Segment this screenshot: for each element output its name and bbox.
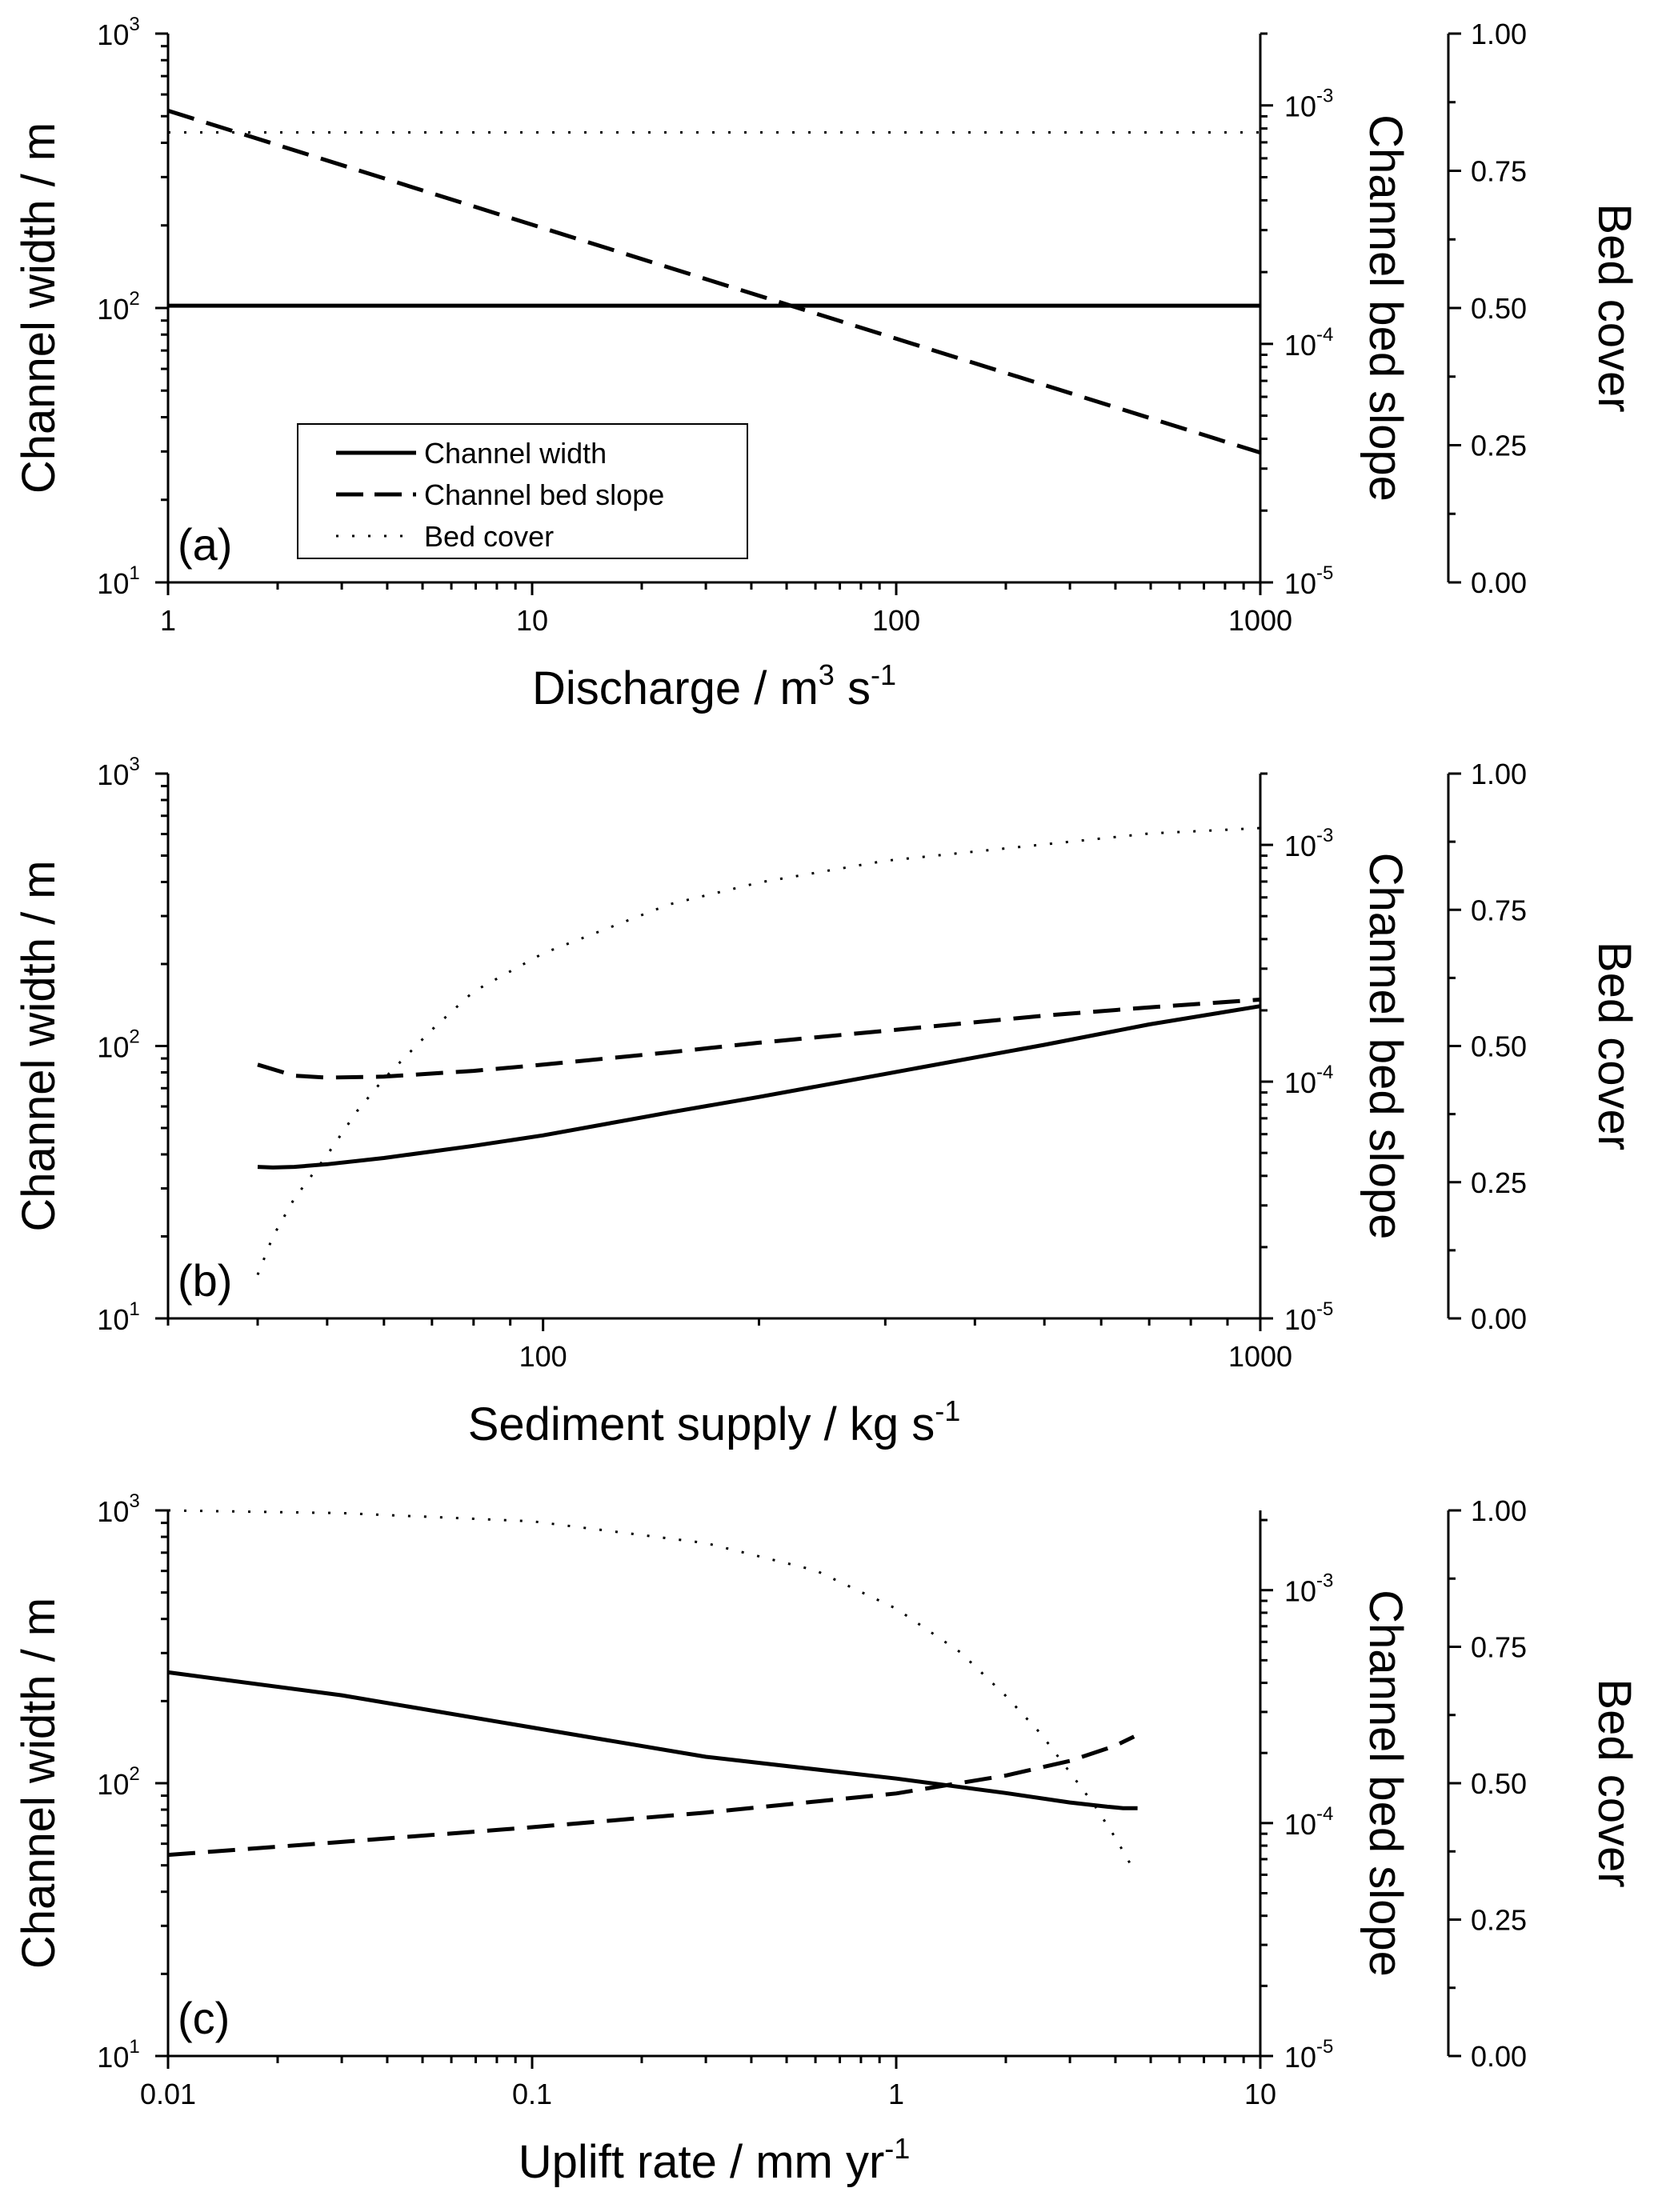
y-right-tick-label: 1.00 xyxy=(1471,758,1527,790)
y-mid-tick-label: 10-5 xyxy=(1284,562,1333,600)
y-mid-tick-label: 10-5 xyxy=(1284,1298,1333,1336)
panel-b: 100 1000 101 102 103 10-5 10-4 10-3 0.00 0.25 0.50… xyxy=(13,754,1640,1450)
y-right-tick-label: 0.50 xyxy=(1471,1767,1527,1800)
y-middle-axis-title: Channel bed slope xyxy=(1360,1590,1412,1977)
y-left-tick-label: 102 xyxy=(97,288,139,326)
y-right-tick-label: 0.25 xyxy=(1471,1166,1527,1199)
y-left-tick-label: 101 xyxy=(97,2036,139,2074)
series-channel-width xyxy=(257,1004,1261,1170)
y-middle-axis-title: Channel bed slope xyxy=(1360,114,1412,502)
y-left-axis-title: Channel width / m xyxy=(13,1598,65,1969)
y-middle-axis-title: Channel bed slope xyxy=(1360,853,1412,1240)
y-right-tick-label: 0.25 xyxy=(1471,1904,1527,1937)
y-left-tick-label: 102 xyxy=(97,1026,139,1064)
y-left-tick-label: 101 xyxy=(97,1298,139,1336)
series-channel-bed-slope xyxy=(167,1734,1135,1858)
y-right-tick-label: 0.00 xyxy=(1471,2040,1527,2073)
y-mid-tick-label: 10-3 xyxy=(1284,1570,1333,1608)
x-tick-label: 100 xyxy=(519,1340,567,1373)
y-mid-tick-label: 10-3 xyxy=(1284,825,1333,862)
x-tick-label: 0.1 xyxy=(512,2078,552,2110)
series-channel-bed-slope xyxy=(167,109,1261,455)
y-right-axis-title: Bed cover xyxy=(1588,942,1640,1150)
y-right-tick-label: 1.00 xyxy=(1471,1494,1527,1527)
panel-label: (a) xyxy=(178,519,232,570)
legend-label: Channel bed slope xyxy=(424,478,664,511)
y-left-axis-title: Channel width / m xyxy=(13,122,65,494)
legend-box xyxy=(297,423,748,559)
y-mid-tick-label: 10-4 xyxy=(1284,1062,1333,1099)
series-channel-width xyxy=(167,1670,1138,1810)
y-mid-tick-label: 10-4 xyxy=(1284,324,1333,362)
legend: Channel width Channel bed slope Bed cover xyxy=(297,423,748,559)
x-tick-label: 0.01 xyxy=(140,2078,196,2110)
y-left-axis-title: Channel width / m xyxy=(13,860,65,1231)
legend-label: Bed cover xyxy=(424,520,554,553)
panel-label: (b) xyxy=(178,1255,232,1306)
series-channel-bed-slope xyxy=(257,998,1261,1080)
y-right-tick-label: 0.75 xyxy=(1471,894,1527,926)
x-axis-title: Uplift rate / mm yr-1 xyxy=(519,2132,911,2188)
y-right-tick-label: 0.50 xyxy=(1471,1030,1527,1063)
y-right-tick-label: 0.00 xyxy=(1471,1302,1527,1335)
panel-label: (c) xyxy=(178,1993,230,2043)
x-tick-label: 1000 xyxy=(1228,1340,1292,1373)
y-left-tick-label: 103 xyxy=(97,1490,139,1528)
y-left-tick-label: 103 xyxy=(97,14,139,51)
legend-label: Channel width xyxy=(424,437,607,470)
x-axis-title: Discharge / m3 s-1 xyxy=(532,658,896,714)
x-tick-label: 1 xyxy=(160,604,176,637)
y-right-tick-label: 0.75 xyxy=(1471,155,1527,188)
x-tick-label: 10 xyxy=(516,604,548,637)
y-left-tick-label: 102 xyxy=(97,1763,139,1801)
y-right-tick-label: 0.00 xyxy=(1471,566,1527,599)
y-left-tick-label: 103 xyxy=(97,754,139,791)
y-right-tick-label: 1.00 xyxy=(1471,18,1527,50)
panel-c: 0.01 0.1 1 10 101 102 103 10-5 10-4 10-3 0.00 0.25 0… xyxy=(13,1490,1640,2188)
panel-a: 1 10 100 1000 101 102 103 10-5 10-4 10-3 0.00 0.25 0… xyxy=(13,14,1640,714)
y-right-axis-title: Bed cover xyxy=(1588,203,1640,412)
x-tick-label: 10 xyxy=(1244,2078,1276,2110)
y-right-tick-label: 0.25 xyxy=(1471,430,1527,462)
y-right-tick-label: 0.75 xyxy=(1471,1631,1527,1664)
y-left-tick-label: 101 xyxy=(97,562,139,600)
y-mid-tick-label: 10-4 xyxy=(1284,1803,1333,1841)
y-mid-tick-label: 10-5 xyxy=(1284,2036,1333,2074)
x-tick-label: 1 xyxy=(888,2078,904,2110)
y-mid-tick-label: 10-3 xyxy=(1284,86,1333,123)
y-right-tick-label: 0.50 xyxy=(1471,292,1527,325)
series-bed-cover xyxy=(256,826,1261,1276)
x-tick-label: 100 xyxy=(872,604,920,637)
x-axis-title: Sediment supply / kg s-1 xyxy=(468,1394,961,1450)
y-right-axis-title: Bed cover xyxy=(1588,1678,1640,1887)
x-tick-label: 1000 xyxy=(1228,604,1292,637)
